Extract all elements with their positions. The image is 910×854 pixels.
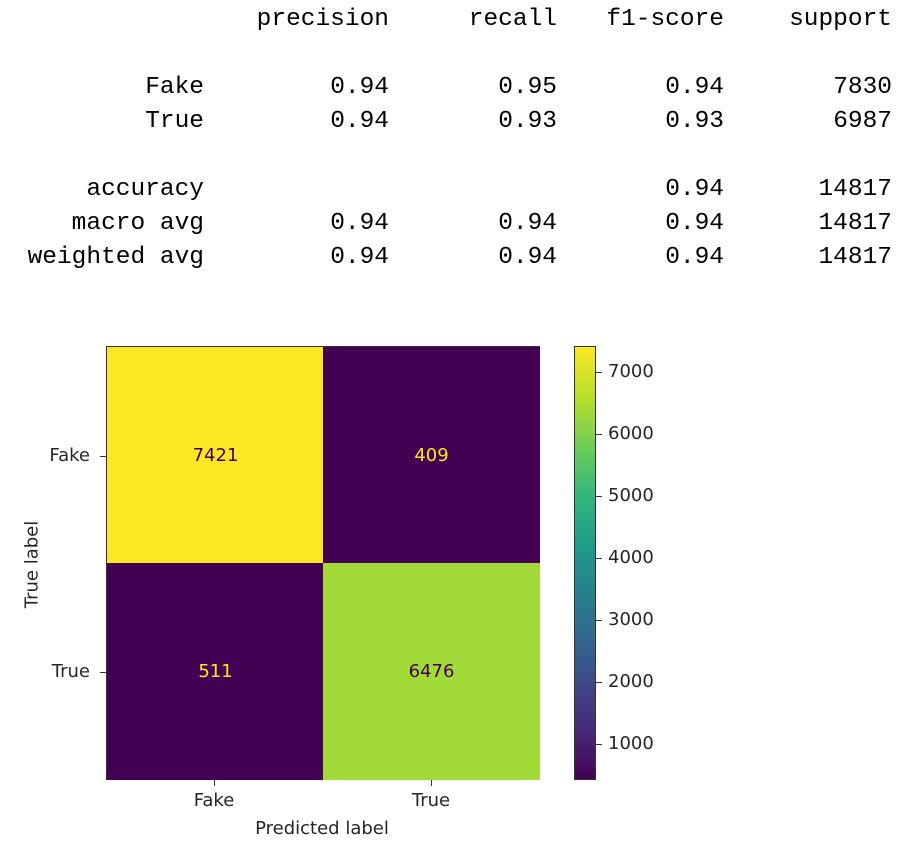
report-row-fake: Fake 0.94 0.95 0.94 7830 (0, 74, 910, 108)
colorbar-tick (596, 434, 602, 435)
precision-value: 0.94 (330, 210, 389, 237)
cell-true-fake: 511 (107, 563, 324, 780)
f1-value: 0.94 (665, 210, 724, 237)
f1-value: 0.93 (665, 108, 724, 135)
row-label: Fake (145, 74, 204, 101)
row-label: True (145, 108, 204, 135)
cell-fake-fake: 7421 (107, 347, 324, 564)
x-tick-label-true: True (411, 790, 451, 811)
colorbar-label-6000: 6000 (608, 423, 654, 444)
header-precision: precision (256, 6, 389, 33)
support-value: 7830 (833, 74, 892, 101)
report-row-true: True 0.94 0.93 0.93 6987 (0, 108, 910, 142)
cell-true-true: 6476 (323, 563, 540, 780)
colorbar-label-3000: 3000 (608, 609, 654, 630)
cell-fake-true: 409 (323, 347, 540, 564)
confusion-matrix: 7421 409 511 6476 (106, 346, 540, 780)
y-tick-mark (100, 456, 106, 457)
colorbar-label-7000: 7000 (608, 361, 654, 382)
x-tick-mark (214, 780, 215, 786)
recall-value: 0.95 (498, 74, 557, 101)
colorbar-label-1000: 1000 (608, 733, 654, 754)
report-row-weighted-avg: weighted avg 0.94 0.94 0.94 14817 (0, 244, 910, 278)
row-label: macro avg (71, 210, 204, 237)
header-support: support (789, 6, 892, 33)
classification-report: precision recall f1-score support Fake 0… (0, 0, 910, 290)
precision-value: 0.94 (330, 108, 389, 135)
support-value: 6987 (833, 108, 892, 135)
x-tick-mark (431, 780, 432, 786)
row-label: weighted avg (27, 244, 204, 271)
colorbar-tick (596, 744, 602, 745)
y-tick-label-fake: Fake (49, 445, 90, 466)
f1-value: 0.94 (665, 244, 724, 271)
x-tick-label-fake: Fake (193, 790, 235, 811)
colorbar-label-4000: 4000 (608, 547, 654, 568)
colorbar (574, 346, 596, 780)
row-label: accuracy (86, 176, 204, 203)
report-header-row: precision recall f1-score support (0, 6, 910, 40)
colorbar-tick (596, 558, 602, 559)
confusion-matrix-figure: 7421 409 511 6476 Fake True Fake True Pr… (0, 300, 910, 854)
colorbar-tick (596, 620, 602, 621)
support-value: 14817 (818, 210, 892, 237)
precision-value: 0.94 (330, 74, 389, 101)
y-axis-label: True label (21, 520, 43, 609)
colorbar-tick (596, 496, 602, 497)
report-row-accuracy: accuracy 0.94 14817 (0, 176, 910, 210)
header-recall: recall (468, 6, 557, 33)
f1-value: 0.94 (665, 176, 724, 203)
colorbar-label-2000: 2000 (608, 671, 654, 692)
support-value: 14817 (818, 244, 892, 271)
x-axis-label: Predicted label (255, 818, 389, 839)
colorbar-tick (596, 682, 602, 683)
recall-value: 0.94 (498, 244, 557, 271)
header-f1-score: f1-score (606, 6, 724, 33)
recall-value: 0.94 (498, 210, 557, 237)
support-value: 14817 (818, 176, 892, 203)
y-tick-label-true: True (51, 661, 90, 682)
colorbar-label-5000: 5000 (608, 485, 654, 506)
y-tick-mark (100, 672, 106, 673)
f1-value: 0.94 (665, 74, 724, 101)
report-row-macro-avg: macro avg 0.94 0.94 0.94 14817 (0, 210, 910, 244)
recall-value: 0.93 (498, 108, 557, 135)
colorbar-tick (596, 372, 602, 373)
precision-value: 0.94 (330, 244, 389, 271)
